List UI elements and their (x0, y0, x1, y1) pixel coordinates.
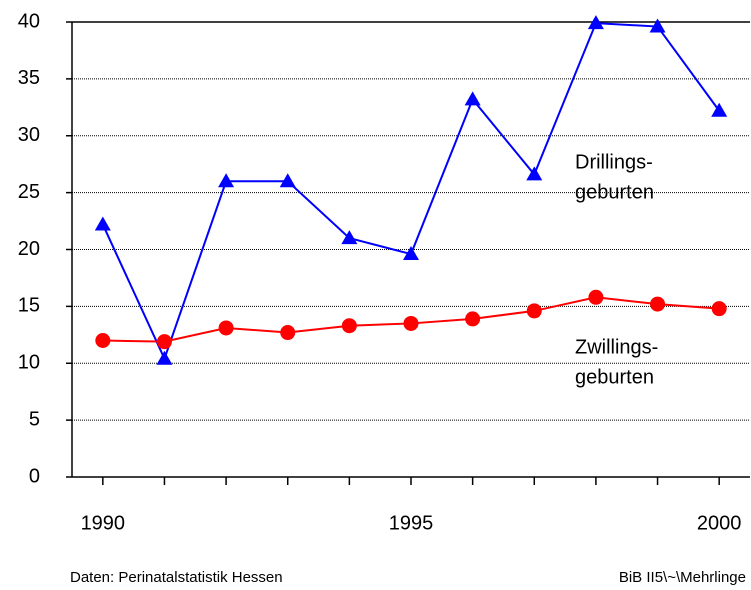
circle-marker (280, 325, 296, 341)
series-label: geburten (575, 366, 654, 388)
x-tick-label: 1995 (389, 512, 434, 534)
y-tick-label: 10 (18, 352, 40, 374)
source-note: Daten: Perinatalstatistik Hessen (70, 569, 283, 586)
y-tick-label: 20 (18, 238, 40, 260)
circle-marker (341, 318, 357, 334)
series-label: Zwillings- (575, 336, 658, 358)
triangle-marker (279, 173, 296, 188)
triangle-marker (403, 246, 419, 261)
triangle-marker (218, 173, 235, 188)
triangle-marker (156, 350, 173, 365)
reference-note: BiB II5\~\Mehrlinge (619, 569, 746, 586)
triangle-marker (464, 91, 481, 106)
y-tick-label: 25 (18, 181, 40, 203)
y-tick-label: 0 (29, 465, 40, 487)
circle-marker (95, 333, 111, 348)
circle-marker (711, 301, 727, 317)
circle-marker (465, 311, 481, 327)
y-tick-label: 15 (18, 295, 40, 317)
triangle-marker (649, 18, 666, 33)
y-tick-label: 35 (18, 67, 40, 89)
triangle-marker (587, 15, 604, 30)
circle-marker (526, 303, 542, 319)
y-tick-label: 30 (18, 124, 40, 146)
y-tick-label: 40 (18, 10, 40, 32)
x-tick-label: 2000 (697, 512, 742, 534)
triangle-marker (526, 166, 543, 181)
series-label: geburten (575, 181, 654, 203)
circle-marker (218, 320, 234, 336)
x-tick-label: 1990 (81, 512, 126, 534)
circle-marker (156, 334, 172, 350)
triangle-marker (94, 216, 111, 231)
y-tick-label: 5 (29, 408, 40, 430)
triangle-marker (341, 230, 358, 245)
circle-marker (588, 289, 604, 305)
circle-marker (403, 315, 419, 331)
circle-marker (650, 296, 666, 312)
series-label: Drillings- (575, 151, 653, 173)
triangle-marker (711, 102, 728, 117)
